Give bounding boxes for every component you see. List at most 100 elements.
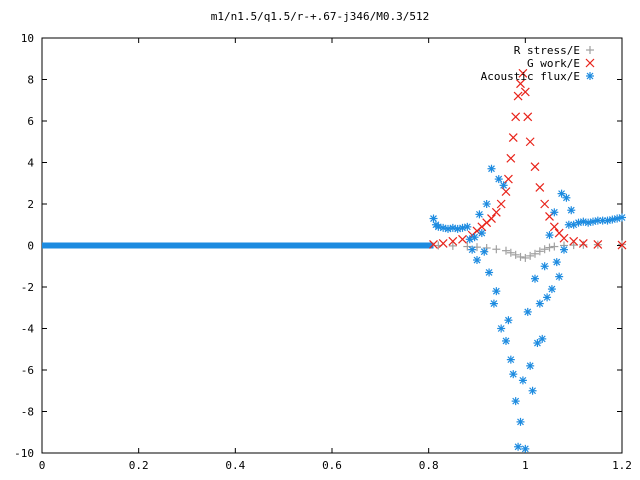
data-point (518, 376, 527, 385)
data-point (589, 217, 597, 226)
data-point (569, 241, 578, 250)
data-point (503, 174, 513, 184)
data-point (506, 355, 515, 364)
data-point (468, 245, 477, 254)
data-point (499, 181, 508, 190)
data-point (545, 243, 554, 252)
data-point (448, 223, 457, 232)
data-point (516, 79, 525, 89)
data-point (463, 222, 472, 231)
data-point (448, 241, 457, 250)
data-point (511, 112, 521, 122)
series-layer (429, 68, 627, 453)
data-point (504, 316, 513, 325)
data-point (535, 299, 544, 308)
data-point (508, 133, 518, 143)
x-tick-label: 0 (39, 459, 46, 472)
data-point (518, 68, 528, 78)
data-point (429, 214, 438, 223)
data-point (531, 274, 539, 283)
data-point (545, 231, 554, 240)
data-point (567, 206, 576, 215)
data-point (511, 250, 520, 259)
legend-label: R stress/E (514, 44, 580, 57)
legend-label: Acoustic flux/E (481, 70, 580, 83)
data-point (485, 268, 494, 277)
y-tick-label: -8 (21, 406, 34, 419)
data-point (547, 285, 556, 294)
data-point (487, 164, 496, 173)
data-point (618, 213, 626, 222)
data-point (521, 253, 530, 262)
data-point (506, 153, 516, 163)
data-point (494, 175, 503, 184)
data-point (506, 248, 515, 257)
data-point (487, 214, 496, 223)
data-point (569, 236, 579, 246)
data-point (429, 240, 438, 249)
data-point (526, 251, 535, 260)
data-point (509, 370, 518, 379)
data-point (549, 222, 559, 232)
data-point (531, 249, 539, 258)
data-point (535, 182, 545, 192)
data-point (555, 272, 564, 281)
data-point (511, 397, 520, 406)
data-point (528, 386, 537, 395)
legend-marker (586, 46, 594, 54)
data-point (514, 442, 523, 451)
data-point (496, 199, 506, 209)
data-point (540, 199, 550, 209)
data-point (492, 287, 501, 296)
legend-marker (585, 58, 595, 68)
data-point (438, 239, 448, 248)
data-point (520, 87, 530, 97)
data-point (492, 245, 501, 254)
y-tick-label: -10 (14, 447, 34, 460)
data-point (535, 247, 544, 256)
data-point (579, 240, 588, 249)
data-point (482, 200, 491, 208)
data-point (562, 193, 571, 202)
y-tick-label: -4 (21, 323, 35, 336)
y-tick-label: 8 (27, 74, 34, 87)
chart-title: m1/n1.5/q1.5/r-+.67-j346/M0.3/512 (211, 10, 430, 23)
data-point (523, 112, 533, 122)
y-tick-label: 4 (27, 157, 34, 170)
y-tick-label: -6 (21, 364, 34, 377)
data-point (550, 242, 559, 251)
data-point (502, 336, 510, 345)
data-point (540, 262, 549, 271)
data-point (578, 239, 588, 248)
data-point (521, 444, 530, 453)
data-point (617, 240, 627, 250)
axis-ticks: 0 0.2 0.4 0.6 0.8 1 1.2 10 8 6 4 2 0 -2 -4 -6 -8 -10 (14, 32, 632, 472)
y-tick-label: 10 (21, 32, 34, 45)
series-2 (429, 164, 626, 453)
y-tick-label: 6 (27, 115, 34, 128)
data-point (470, 233, 479, 242)
y-tick-label: -2 (21, 281, 34, 294)
data-point (516, 417, 525, 426)
data-point (526, 361, 535, 370)
legend-label: G work/E (527, 57, 580, 70)
legend-marker (586, 72, 594, 80)
data-point (543, 293, 552, 302)
x-tick-label: 0.8 (419, 459, 439, 472)
data-point (538, 334, 547, 343)
y-tick-label: 0 (27, 240, 34, 253)
data-point (516, 252, 525, 261)
data-point (550, 208, 559, 217)
data-point (540, 245, 549, 254)
data-point (593, 240, 603, 249)
data-point (463, 242, 472, 251)
x-tick-label: 1 (522, 459, 529, 472)
data-point (552, 258, 561, 267)
data-point (477, 229, 486, 238)
data-point (513, 91, 523, 101)
y-tick-label: 2 (27, 198, 34, 211)
data-point (491, 207, 501, 217)
data-point (448, 236, 458, 246)
